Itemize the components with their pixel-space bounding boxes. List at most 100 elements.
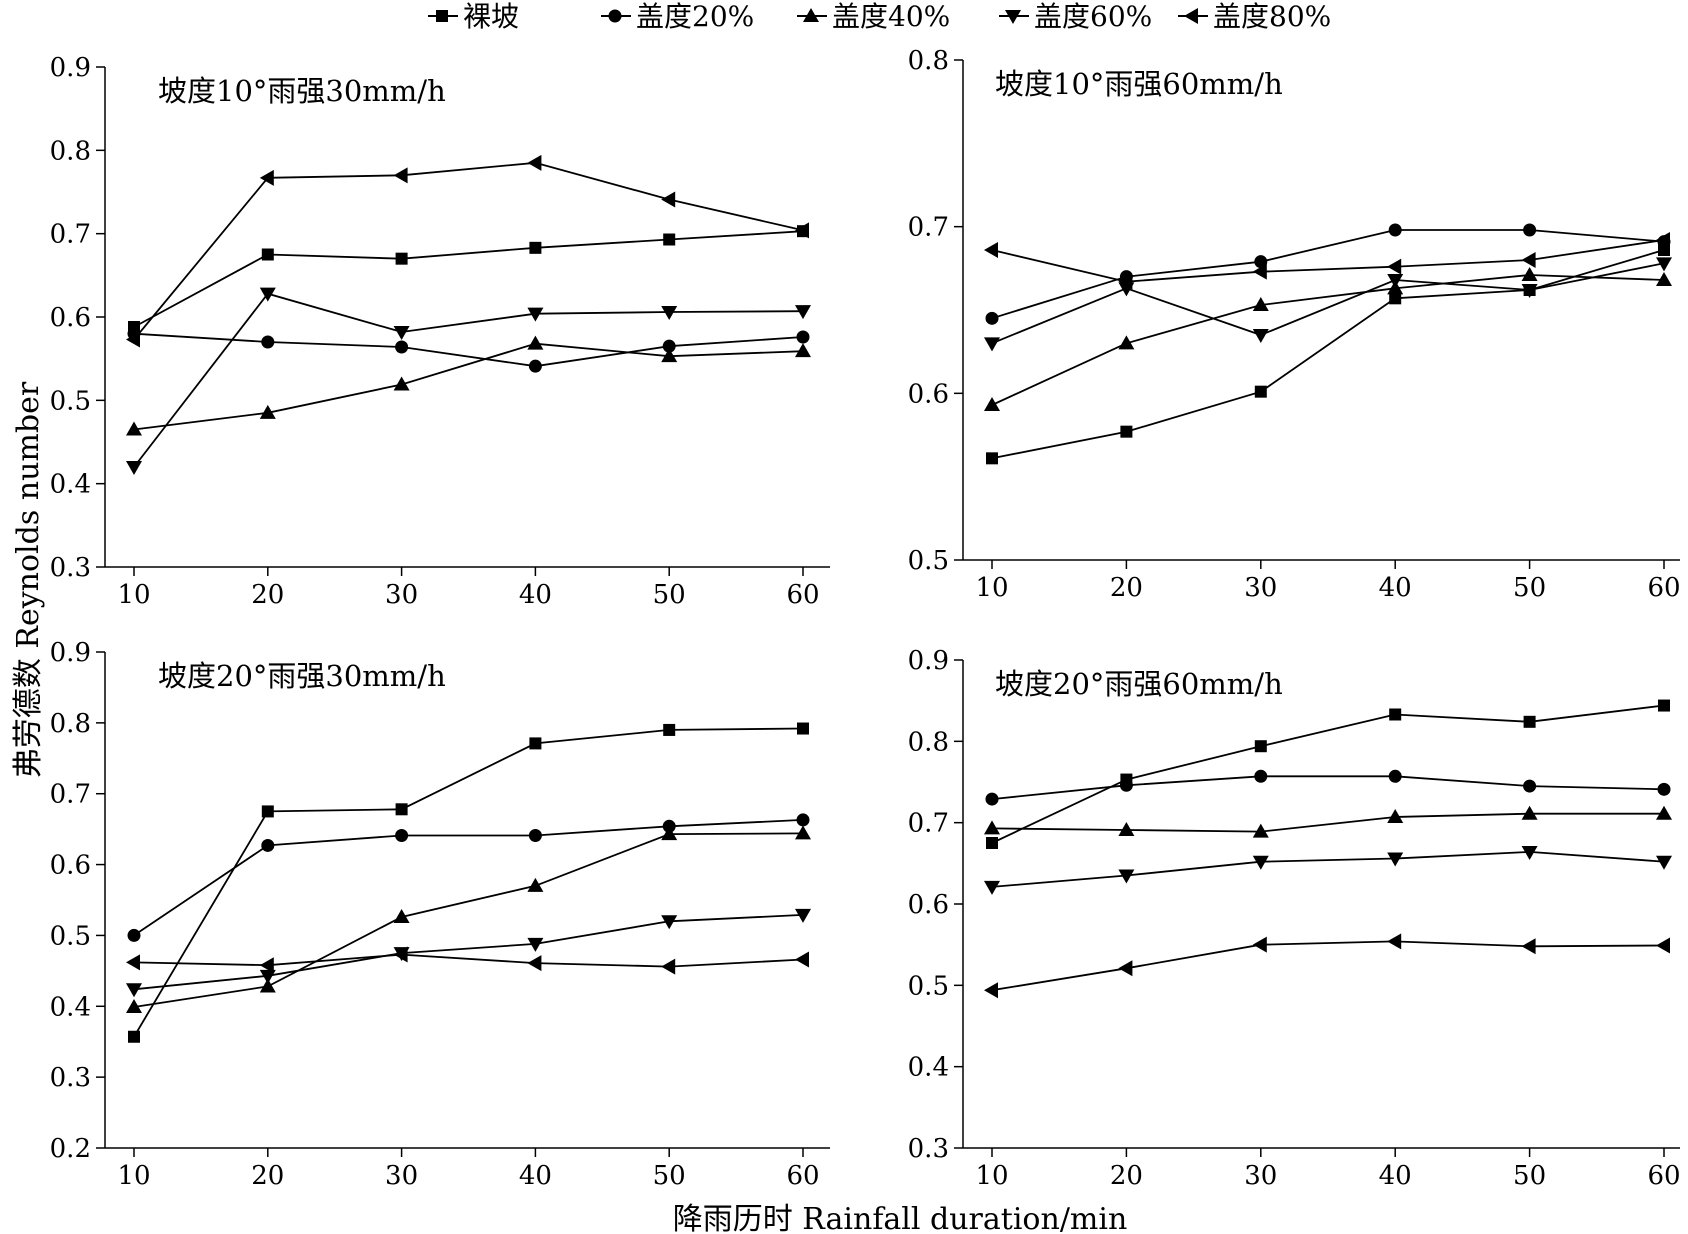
- series-square: [128, 225, 809, 333]
- x-tick-label: 60: [1647, 573, 1680, 603]
- data-point: [1389, 708, 1402, 721]
- data-point: [1521, 845, 1538, 860]
- data-point: [126, 421, 142, 436]
- series-square: [986, 699, 1670, 849]
- series-line: [991, 940, 1665, 992]
- data-point: [1656, 272, 1672, 286]
- data-point: [1119, 778, 1133, 792]
- data-point: [128, 1030, 140, 1043]
- series-line: [991, 229, 1665, 320]
- x-tick-label: 60: [1647, 1161, 1680, 1191]
- data-point: [984, 982, 998, 999]
- data-point: [1521, 267, 1538, 281]
- series-line: [991, 274, 1665, 406]
- data-point: [1118, 821, 1135, 836]
- data-point: [661, 826, 678, 841]
- x-tick-label: 40: [1379, 573, 1412, 603]
- series-line: [133, 914, 804, 991]
- data-point: [395, 252, 408, 265]
- series-triangle-up: [984, 805, 1672, 838]
- x-tick-label: 40: [519, 580, 552, 610]
- y-tick-label: 0.5: [50, 386, 91, 416]
- series-line: [133, 332, 804, 368]
- y-tick-label: 0.3: [50, 553, 91, 583]
- legend-label: 盖度20%: [636, 0, 754, 33]
- x-tick-label: 30: [385, 580, 418, 610]
- series-line: [991, 262, 1665, 345]
- x-tick-label: 30: [385, 1161, 418, 1191]
- data-point: [1387, 852, 1404, 867]
- data-point: [261, 248, 274, 261]
- y-tick-label: 0.8: [908, 727, 949, 757]
- series-triangle-left: [126, 946, 809, 975]
- data-point: [795, 343, 811, 358]
- series-square: [128, 722, 809, 1043]
- data-point: [528, 359, 542, 373]
- legend-marker-triangle-up: [803, 8, 819, 22]
- chart-panel-1: 0.3 0.4 0.5 0.6 0.7 0.8 0.9 10 20 30 40 50 60 坡度10°雨强…: [50, 53, 830, 610]
- series-triangle-left: [126, 154, 809, 348]
- data-point: [529, 241, 542, 254]
- data-point: [795, 222, 809, 239]
- data-point: [661, 306, 678, 320]
- data-point: [1252, 263, 1267, 280]
- series-triangle-up: [126, 335, 811, 436]
- data-point: [1656, 855, 1672, 870]
- y-tick-label: 0.8: [908, 46, 949, 76]
- series-triangle-up: [126, 825, 811, 1013]
- series-triangle-down: [984, 257, 1672, 352]
- series-line: [991, 775, 1665, 800]
- data-point: [1658, 699, 1670, 712]
- data-point: [1118, 273, 1133, 290]
- data-point: [986, 452, 998, 465]
- data-point: [1656, 232, 1670, 248]
- legend-marker-triangle-left: [1184, 8, 1198, 24]
- chart-panel-4: 0.3 0.4 0.5 0.6 0.7 0.8 0.9 10 20 30 40 50 60 坡度20°雨强…: [908, 646, 1681, 1191]
- data-point: [1656, 257, 1672, 272]
- x-tick-label: 50: [653, 1161, 686, 1191]
- x-tick-label: 50: [1513, 573, 1546, 603]
- x-tick-label: 60: [786, 1161, 819, 1191]
- data-point: [259, 957, 274, 974]
- y-tick-label: 0.4: [50, 992, 91, 1022]
- x-axis-label: 降雨历时 Rainfall duration/min: [673, 1202, 1128, 1234]
- legend-item: 盖度40%: [797, 0, 950, 33]
- y-tick-label: 0.5: [908, 971, 949, 1001]
- data-point: [1387, 808, 1404, 823]
- data-point: [795, 825, 811, 840]
- data-point: [261, 335, 275, 349]
- legend-item: 盖度60%: [999, 0, 1152, 33]
- data-point: [395, 829, 409, 843]
- x-tick-label: 40: [519, 1161, 552, 1191]
- series-triangle-left: [984, 232, 1670, 290]
- data-point: [1118, 869, 1135, 884]
- chart-panel-3: 0.2 0.3 0.4 0.5 0.6 0.7 0.8 0.9 10 20 30 40 50 60 坡度20…: [50, 638, 830, 1191]
- y-tick-label: 0.9: [50, 638, 91, 668]
- y-tick-label: 0.3: [908, 1134, 949, 1164]
- data-point: [1657, 782, 1671, 796]
- x-tick-label: 30: [1244, 573, 1277, 603]
- legend-label: 盖度40%: [832, 0, 950, 33]
- y-tick-label: 0.8: [50, 136, 91, 166]
- data-point: [393, 376, 410, 391]
- data-point: [261, 838, 275, 852]
- series-line: [991, 249, 1665, 460]
- x-tick-label: 10: [117, 1161, 150, 1191]
- data-point: [1120, 425, 1133, 438]
- data-point: [984, 820, 1000, 835]
- data-point: [126, 461, 142, 475]
- data-point: [1387, 258, 1402, 275]
- data-point: [259, 978, 276, 993]
- y-tick-label: 0.7: [50, 220, 91, 250]
- data-point: [1521, 284, 1538, 298]
- data-point: [797, 722, 809, 735]
- series-line: [133, 727, 804, 1038]
- data-point: [1254, 255, 1268, 269]
- x-tick-label: 20: [1110, 573, 1143, 603]
- panel-title: 坡度10°雨强30mm/h: [158, 74, 446, 108]
- series-circle: [985, 223, 1671, 325]
- data-point: [1254, 385, 1267, 398]
- data-point: [1523, 715, 1536, 728]
- series-line: [133, 292, 804, 468]
